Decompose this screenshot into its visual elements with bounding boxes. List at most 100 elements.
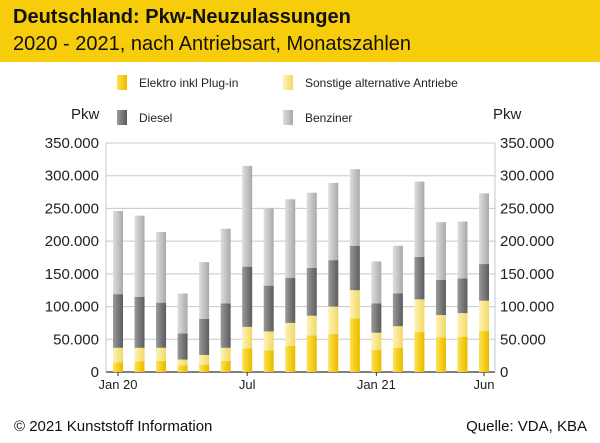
y-tick-label-right: 300.000 bbox=[500, 168, 554, 185]
y-axis-left: 0 50.000 100.000 150.000 200.000 250.000 300.0… bbox=[45, 135, 99, 381]
bar-diesel-dez-20 bbox=[349, 245, 360, 291]
legend-label-elektro: Elektro inkl Plug-in bbox=[139, 76, 238, 90]
bar-sonstige-jan-20 bbox=[113, 347, 123, 363]
bar-elektro-mai-21 bbox=[457, 336, 468, 372]
bar-diesel-mai-21 bbox=[457, 278, 468, 314]
y-tick-label-right: 250.000 bbox=[500, 200, 554, 217]
bar-sonstige-jun-20 bbox=[220, 347, 231, 361]
y-tick-label-right: 0 bbox=[500, 364, 508, 381]
bar-elektro-sep-20 bbox=[285, 345, 296, 372]
bar-diesel-mär-21 bbox=[414, 256, 425, 300]
y-tick-label-right: 100.000 bbox=[500, 299, 554, 316]
bar-benziner-jan-21 bbox=[371, 261, 382, 304]
legend-swatch-diesel bbox=[117, 110, 127, 125]
chart-title: Deutschland: Pkw-Neuzulassungen bbox=[13, 6, 351, 28]
bar-sonstige-jul-20 bbox=[242, 326, 253, 349]
footer: © 2021 Kunststoff Information Quelle: VD… bbox=[0, 416, 600, 443]
legend-swatch-benziner bbox=[283, 110, 293, 125]
y-tick-label-left: 150.000 bbox=[45, 266, 99, 283]
bar-sonstige-sep-20 bbox=[285, 322, 296, 346]
bar-benziner-dez-20 bbox=[349, 169, 360, 246]
bar-sonstige-nov-20 bbox=[328, 306, 339, 335]
bar-elektro-okt-20 bbox=[306, 335, 317, 372]
bar-elektro-jul-20 bbox=[242, 348, 253, 372]
bar-diesel-jun-20 bbox=[220, 303, 231, 348]
bar-elektro-apr-21 bbox=[435, 337, 446, 372]
copyright-text: © 2021 Kunststoff Information bbox=[14, 418, 213, 435]
y-tick-label-left: 250.000 bbox=[45, 200, 99, 217]
header-banner: Deutschland: Pkw-Neuzulassungen 2020 - 2… bbox=[0, 0, 600, 62]
bar-benziner-jan-20 bbox=[113, 211, 123, 295]
bar-sonstige-jan-21 bbox=[371, 332, 382, 350]
bar-benziner-jul-20 bbox=[242, 165, 253, 267]
y-tick-label-left: 100.000 bbox=[45, 299, 99, 316]
y-tick-label-right: 150.000 bbox=[500, 266, 554, 283]
bars bbox=[113, 165, 489, 372]
legend-label-diesel: Diesel bbox=[139, 111, 172, 125]
bar-diesel-mär-20 bbox=[156, 302, 167, 348]
bar-benziner-mai-21 bbox=[457, 221, 468, 279]
bar-diesel-jun-21 bbox=[479, 264, 489, 301]
bar-diesel-apr-21 bbox=[435, 279, 446, 316]
bar-sonstige-mär-21 bbox=[414, 299, 425, 333]
bar-diesel-aug-20 bbox=[263, 285, 274, 332]
bar-benziner-aug-20 bbox=[263, 208, 274, 286]
bar-elektro-apr-20 bbox=[177, 365, 188, 372]
bar-diesel-jan-20 bbox=[113, 294, 123, 348]
bar-diesel-feb-20 bbox=[134, 296, 145, 348]
bar-diesel-jan-21 bbox=[371, 303, 382, 333]
bar-sonstige-feb-21 bbox=[392, 326, 403, 348]
bar-elektro-mär-20 bbox=[156, 360, 167, 372]
bar-sonstige-apr-20 bbox=[177, 359, 188, 366]
x-tick-label: Jun bbox=[474, 377, 495, 392]
bar-benziner-mär-21 bbox=[414, 181, 425, 257]
bar-elektro-feb-21 bbox=[392, 347, 403, 372]
bar-benziner-feb-21 bbox=[392, 245, 403, 294]
bar-benziner-apr-20 bbox=[177, 293, 188, 334]
x-tick-label: Jan 21 bbox=[357, 377, 396, 392]
bar-sonstige-mai-21 bbox=[457, 313, 468, 337]
bar-sonstige-mär-20 bbox=[156, 347, 167, 361]
y-tick-label-left: 200.000 bbox=[45, 233, 99, 250]
bar-sonstige-apr-21 bbox=[435, 315, 446, 338]
bar-elektro-feb-20 bbox=[134, 361, 145, 372]
y-tick-label-left: 350.000 bbox=[45, 135, 99, 152]
bar-benziner-jun-21 bbox=[479, 193, 489, 265]
bar-benziner-jun-20 bbox=[220, 228, 231, 304]
bar-diesel-mai-20 bbox=[199, 319, 210, 355]
x-tick-label: Jan 20 bbox=[98, 377, 137, 392]
bar-benziner-sep-20 bbox=[285, 199, 296, 278]
bar-elektro-jan-20 bbox=[113, 362, 123, 372]
legend-swatch-sonstige bbox=[283, 75, 293, 90]
y-tick-label-left: 0 bbox=[91, 364, 99, 381]
y-tick-label-right: 350.000 bbox=[500, 135, 554, 152]
bar-diesel-nov-20 bbox=[328, 260, 339, 307]
bar-sonstige-mai-20 bbox=[199, 354, 210, 365]
y-tick-label-left: 300.000 bbox=[45, 168, 99, 185]
y-axis-right: 0 50.000 100.000 150.000 200.000 250.000 300.0… bbox=[500, 135, 554, 381]
x-tick-label: Jul bbox=[239, 377, 256, 392]
bar-benziner-okt-20 bbox=[306, 192, 317, 268]
bar-benziner-nov-20 bbox=[328, 182, 339, 261]
legend-label-sonstige: Sonstige alternative Antriebe bbox=[305, 76, 458, 90]
bar-benziner-mai-20 bbox=[199, 262, 210, 320]
bar-diesel-okt-20 bbox=[306, 267, 317, 316]
bar-benziner-feb-20 bbox=[134, 215, 145, 297]
y-axis-unit-right: Pkw bbox=[493, 106, 522, 123]
bar-sonstige-jun-21 bbox=[479, 300, 489, 331]
gridlines bbox=[105, 142, 496, 373]
bar-sonstige-feb-20 bbox=[134, 347, 145, 362]
bar-diesel-sep-20 bbox=[285, 277, 296, 323]
y-tick-label-left: 50.000 bbox=[53, 331, 99, 348]
legend-swatch-elektro bbox=[117, 75, 127, 90]
source-text: Quelle: VDA, KBA bbox=[466, 418, 587, 435]
chart-area: Elektro inkl Plug-in Sonstige alternativ… bbox=[45, 75, 554, 392]
bar-benziner-mär-20 bbox=[156, 231, 167, 303]
bar-sonstige-dez-20 bbox=[349, 290, 360, 319]
bar-elektro-jan-21 bbox=[371, 349, 382, 372]
bar-diesel-apr-20 bbox=[177, 333, 188, 360]
y-axis-unit-left: Pkw bbox=[71, 106, 100, 123]
legend-label-benziner: Benziner bbox=[305, 111, 352, 125]
chart-subtitle: 2020 - 2021, nach Antriebsart, Monatszah… bbox=[13, 33, 412, 55]
legend: Elektro inkl Plug-in Sonstige alternativ… bbox=[117, 75, 458, 125]
